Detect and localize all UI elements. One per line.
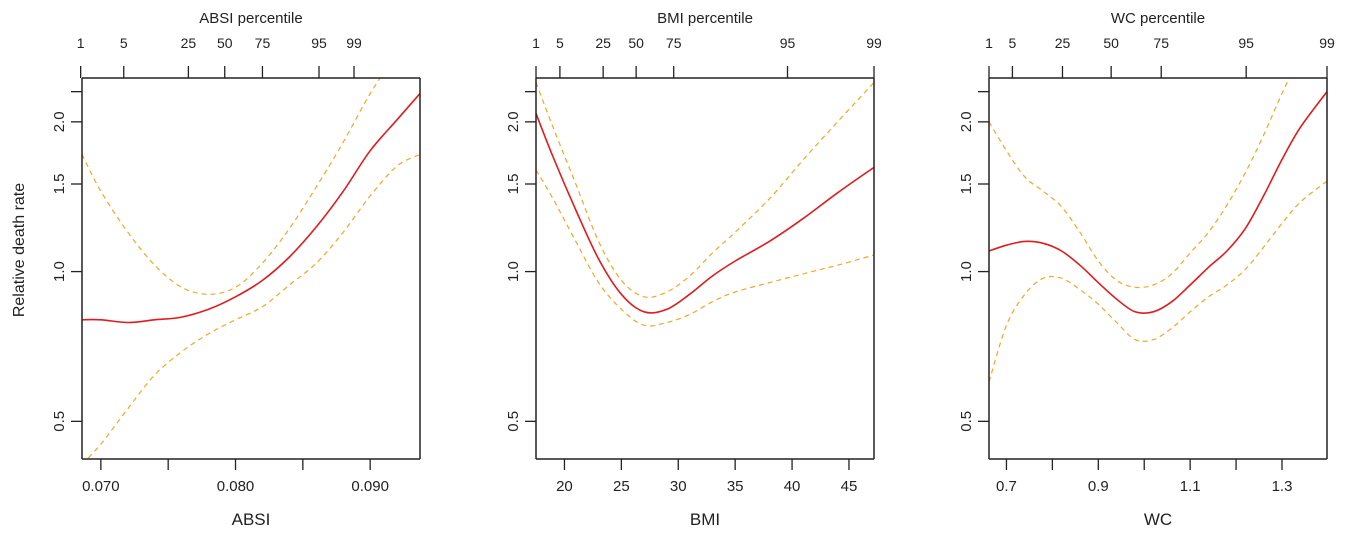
top-tick-label: 1 (985, 35, 993, 51)
x-tick-label: 0.9 (1088, 478, 1109, 495)
upper-line (82, 78, 381, 295)
top-tick-label: 25 (595, 35, 611, 51)
top-tick-label: 75 (666, 35, 682, 51)
y-tick-label: 0.5 (958, 411, 975, 432)
chart-panel-bmi: 0.5 1.0 1.5 2.0 20 25 30 35 40 45 1 5 25 50 75 95 99 BMI … (505, 10, 882, 529)
x-tick-label: 0.070 (82, 478, 120, 495)
estimate-line (536, 113, 874, 314)
top-tick-label: 99 (1319, 35, 1335, 51)
chart-panel-absi: 0.5 1.0 1.5 2.0 0.070 0.080 0.090 1 5 25 50 75 95 99 A… (51, 10, 421, 529)
top-tick-label: 95 (1238, 35, 1254, 51)
top-tick-label: 1 (77, 35, 85, 51)
top-tick-label: 95 (780, 35, 796, 51)
y-tick-label: 2.0 (958, 111, 975, 132)
top-tick-label: 75 (1153, 35, 1169, 51)
x-tick-label: 30 (670, 478, 687, 495)
top-axis-title: WC percentile (1111, 10, 1205, 27)
x-tick-label: 1.3 (1272, 478, 1293, 495)
top-tick-label: 5 (120, 35, 128, 51)
y-tick-label: 0.5 (505, 411, 522, 432)
y-tick-label: 1.5 (51, 174, 68, 195)
y-tick-label: 1.0 (958, 261, 975, 282)
series-group (536, 82, 874, 327)
x-tick-label: 20 (556, 478, 573, 495)
top-tick-label: 50 (1103, 35, 1119, 51)
y-tick-label: 1.5 (958, 174, 975, 195)
y-tick-label: 2.0 (505, 111, 522, 132)
x-tick-label: 45 (841, 478, 858, 495)
x-axis-title: ABSI (232, 510, 271, 529)
x-tick-label: 35 (727, 478, 744, 495)
upper-line (989, 78, 1290, 289)
y-tick-label: 1.5 (505, 174, 522, 195)
estimate-line (989, 91, 1327, 315)
x-tick-label: 40 (784, 478, 801, 495)
upper-line (536, 82, 874, 298)
estimate-line (82, 92, 420, 324)
chart-panel-wc: 0.5 1.0 1.5 2.0 0.7 0.9 1.1 1.3 1 5 25 50 75 95 99 WC p… (958, 10, 1335, 529)
top-axis-title: BMI percentile (657, 10, 753, 27)
top-tick-label: 50 (628, 35, 644, 51)
top-tick-label: 5 (556, 35, 564, 51)
top-tick-label: 50 (217, 35, 233, 51)
top-tick-label: 99 (346, 35, 362, 51)
top-tick-label: 5 (1009, 35, 1017, 51)
y-tick-label: 1.0 (505, 261, 522, 282)
x-tick-label: 0.7 (996, 478, 1017, 495)
lower-line (86, 153, 420, 459)
series-group (82, 78, 420, 459)
top-tick-label: 75 (255, 35, 271, 51)
y-tick-label: 1.0 (51, 261, 68, 282)
x-axis-title: WC (1144, 510, 1172, 529)
top-axis-title: ABSI percentile (199, 10, 302, 27)
x-axis-title: BMI (690, 510, 720, 529)
lower-line (536, 169, 874, 327)
x-tick-label: 0.090 (351, 478, 389, 495)
y-axis-title: Relative death rate (11, 183, 28, 317)
top-tick-label: 25 (1055, 35, 1071, 51)
x-tick-label: 1.1 (1180, 478, 1201, 495)
lower-line (989, 180, 1327, 383)
top-tick-label: 99 (866, 35, 882, 51)
top-tick-label: 95 (311, 35, 327, 51)
series-group (989, 78, 1327, 383)
y-tick-label: 0.5 (51, 411, 68, 432)
top-tick-label: 25 (181, 35, 197, 51)
y-tick-label: 2.0 (51, 111, 68, 132)
x-tick-label: 0.080 (217, 478, 255, 495)
x-tick-label: 25 (613, 478, 630, 495)
top-tick-label: 1 (532, 35, 540, 51)
